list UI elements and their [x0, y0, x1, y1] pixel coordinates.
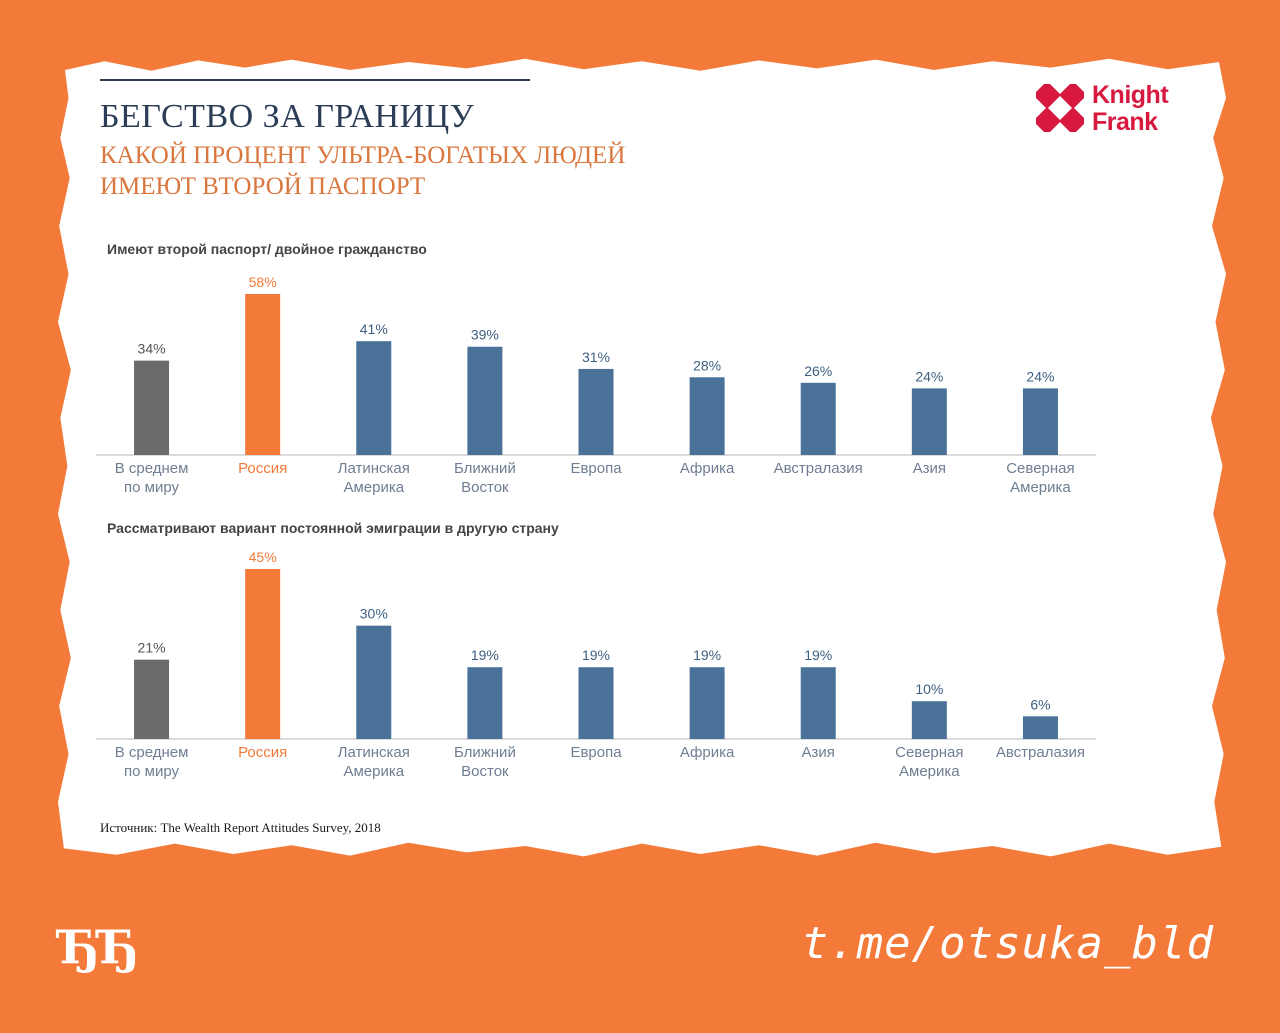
chart-2-value-label-5: 19%	[693, 647, 721, 663]
chart-2-bar-8	[1022, 716, 1058, 739]
chart-2-bar-4	[578, 667, 614, 739]
chart-1-category-label-3: Ближний	[454, 460, 516, 477]
chart-1-category-label-6: Австралазия	[774, 460, 863, 477]
chart-2-title: Рассматривают вариант постоянной эмиграц…	[107, 520, 559, 536]
chart-2-category-label-4: Европа	[570, 744, 622, 761]
chart-2-value-label-1: 45%	[249, 549, 277, 565]
chart-2-bar-6	[800, 667, 836, 739]
chart-2-bar-7	[911, 701, 947, 739]
telegram-link[interactable]: t.me/otsuka_bld	[801, 918, 1214, 969]
subtitle-line-1: КАКОЙ ПРОЦЕНТ УЛЬТРА-БОГАТЫХ ЛЮДЕЙ	[100, 142, 626, 169]
chart-1-value-label-4: 31%	[582, 349, 610, 365]
chart-1-bar-7	[911, 388, 947, 455]
chart-2-category-label-0: по миру	[124, 763, 179, 780]
chart-2-category-label-3: Восток	[461, 763, 509, 780]
chart-1-category-label-2: Америка	[343, 479, 404, 496]
chart-1-bar-0	[134, 360, 170, 455]
chart-1-value-label-3: 39%	[471, 327, 499, 343]
knight-frank-logo-mark-icon	[1036, 84, 1084, 132]
chart-2-category-label-2: Латинская	[338, 744, 410, 761]
chart-2-value-label-4: 19%	[582, 647, 610, 663]
chart-2-value-label-8: 6%	[1030, 696, 1050, 712]
chart-1-category-label-0: по миру	[124, 479, 179, 496]
chart-1-value-label-6: 26%	[804, 363, 832, 379]
chart-1-category-label-2: Латинская	[338, 460, 410, 477]
chart-1-category-label-7: Азия	[913, 460, 946, 477]
chart-second-passport: 34% В среднем по миру 58% Россия 41% Латинская…	[96, 274, 1096, 496]
chart-2-bar-3	[467, 667, 503, 739]
chart-1-category-label-1: Россия	[238, 460, 287, 477]
chart-2-value-label-2: 30%	[360, 606, 388, 622]
chart-1-title: Имеют второй паспорт/ двойное гражданств…	[107, 241, 427, 257]
source-note: Источник: The Wealth Report Attitudes Su…	[100, 820, 381, 835]
chart-1-bar-5	[689, 377, 725, 455]
chart-1-value-label-0: 34%	[138, 341, 166, 357]
chart-2-category-label-0: В среднем	[115, 744, 189, 761]
chart-1-category-label-8: Северная	[1006, 460, 1074, 477]
chart-1-category-label-5: Африка	[680, 460, 735, 477]
chart-1-category-label-3: Восток	[461, 479, 509, 496]
chart-1-value-label-8: 24%	[1026, 368, 1054, 384]
chart-1-value-label-1: 58%	[249, 274, 277, 290]
chart-emigration: 21% В среднем по миру 45% Россия 30% Латинская…	[96, 549, 1096, 780]
chart-2-value-label-3: 19%	[471, 647, 499, 663]
chart-2-category-label-8: Австралазия	[996, 744, 1085, 761]
chart-1-value-label-7: 24%	[915, 368, 943, 384]
page-title: БЕГСТВО ЗА ГРАНИЦУ	[100, 98, 475, 135]
chart-2-value-label-0: 21%	[138, 640, 166, 656]
title-rule	[100, 79, 530, 81]
chart-2-category-label-2: Америка	[343, 763, 404, 780]
chart-2-value-label-7: 10%	[915, 681, 943, 697]
chart-2-bar-1	[245, 569, 281, 739]
knight-frank-logo: Knight Frank	[1034, 82, 1184, 138]
chart-2-bar-5	[689, 667, 725, 739]
chart-1-bar-1	[245, 294, 281, 455]
chart-1-category-label-0: В среднем	[115, 460, 189, 477]
chart-1-value-label-2: 41%	[360, 321, 388, 337]
chart-1-bar-2	[356, 341, 392, 455]
chart-2-category-label-5: Африка	[680, 744, 735, 761]
chart-2-bar-0	[134, 659, 170, 739]
chart-1-category-label-4: Европа	[570, 460, 622, 477]
page-subtitle: КАКОЙ ПРОЦЕНТ УЛЬТРА-БОГАТЫХ ЛЮДЕЙ ИМЕЮТ…	[100, 140, 625, 202]
subtitle-line-2: ИМЕЮТ ВТОРОЙ ПАСПОРТ	[100, 173, 426, 200]
logo-word-knight: Knight	[1092, 81, 1169, 109]
chart-1-bar-8	[1022, 388, 1058, 455]
chart-1-bar-3	[467, 346, 503, 455]
chart-1-bar-4	[578, 368, 614, 455]
chart-2-category-label-6: Азия	[802, 744, 835, 761]
chart-1-bar-6	[800, 382, 836, 455]
chart-2-category-label-7: Северная	[895, 744, 963, 761]
brand-mark: ЂЂ	[58, 920, 139, 974]
chart-2-bar-2	[356, 625, 392, 739]
logo-word-frank: Frank	[1092, 108, 1158, 136]
chart-1-value-label-5: 28%	[693, 357, 721, 373]
chart-2-category-label-7: Америка	[899, 763, 960, 780]
chart-2-category-label-3: Ближний	[454, 744, 516, 761]
chart-2-category-label-1: Россия	[238, 744, 287, 761]
chart-2-value-label-6: 19%	[804, 647, 832, 663]
chart-1-category-label-8: Америка	[1010, 479, 1071, 496]
